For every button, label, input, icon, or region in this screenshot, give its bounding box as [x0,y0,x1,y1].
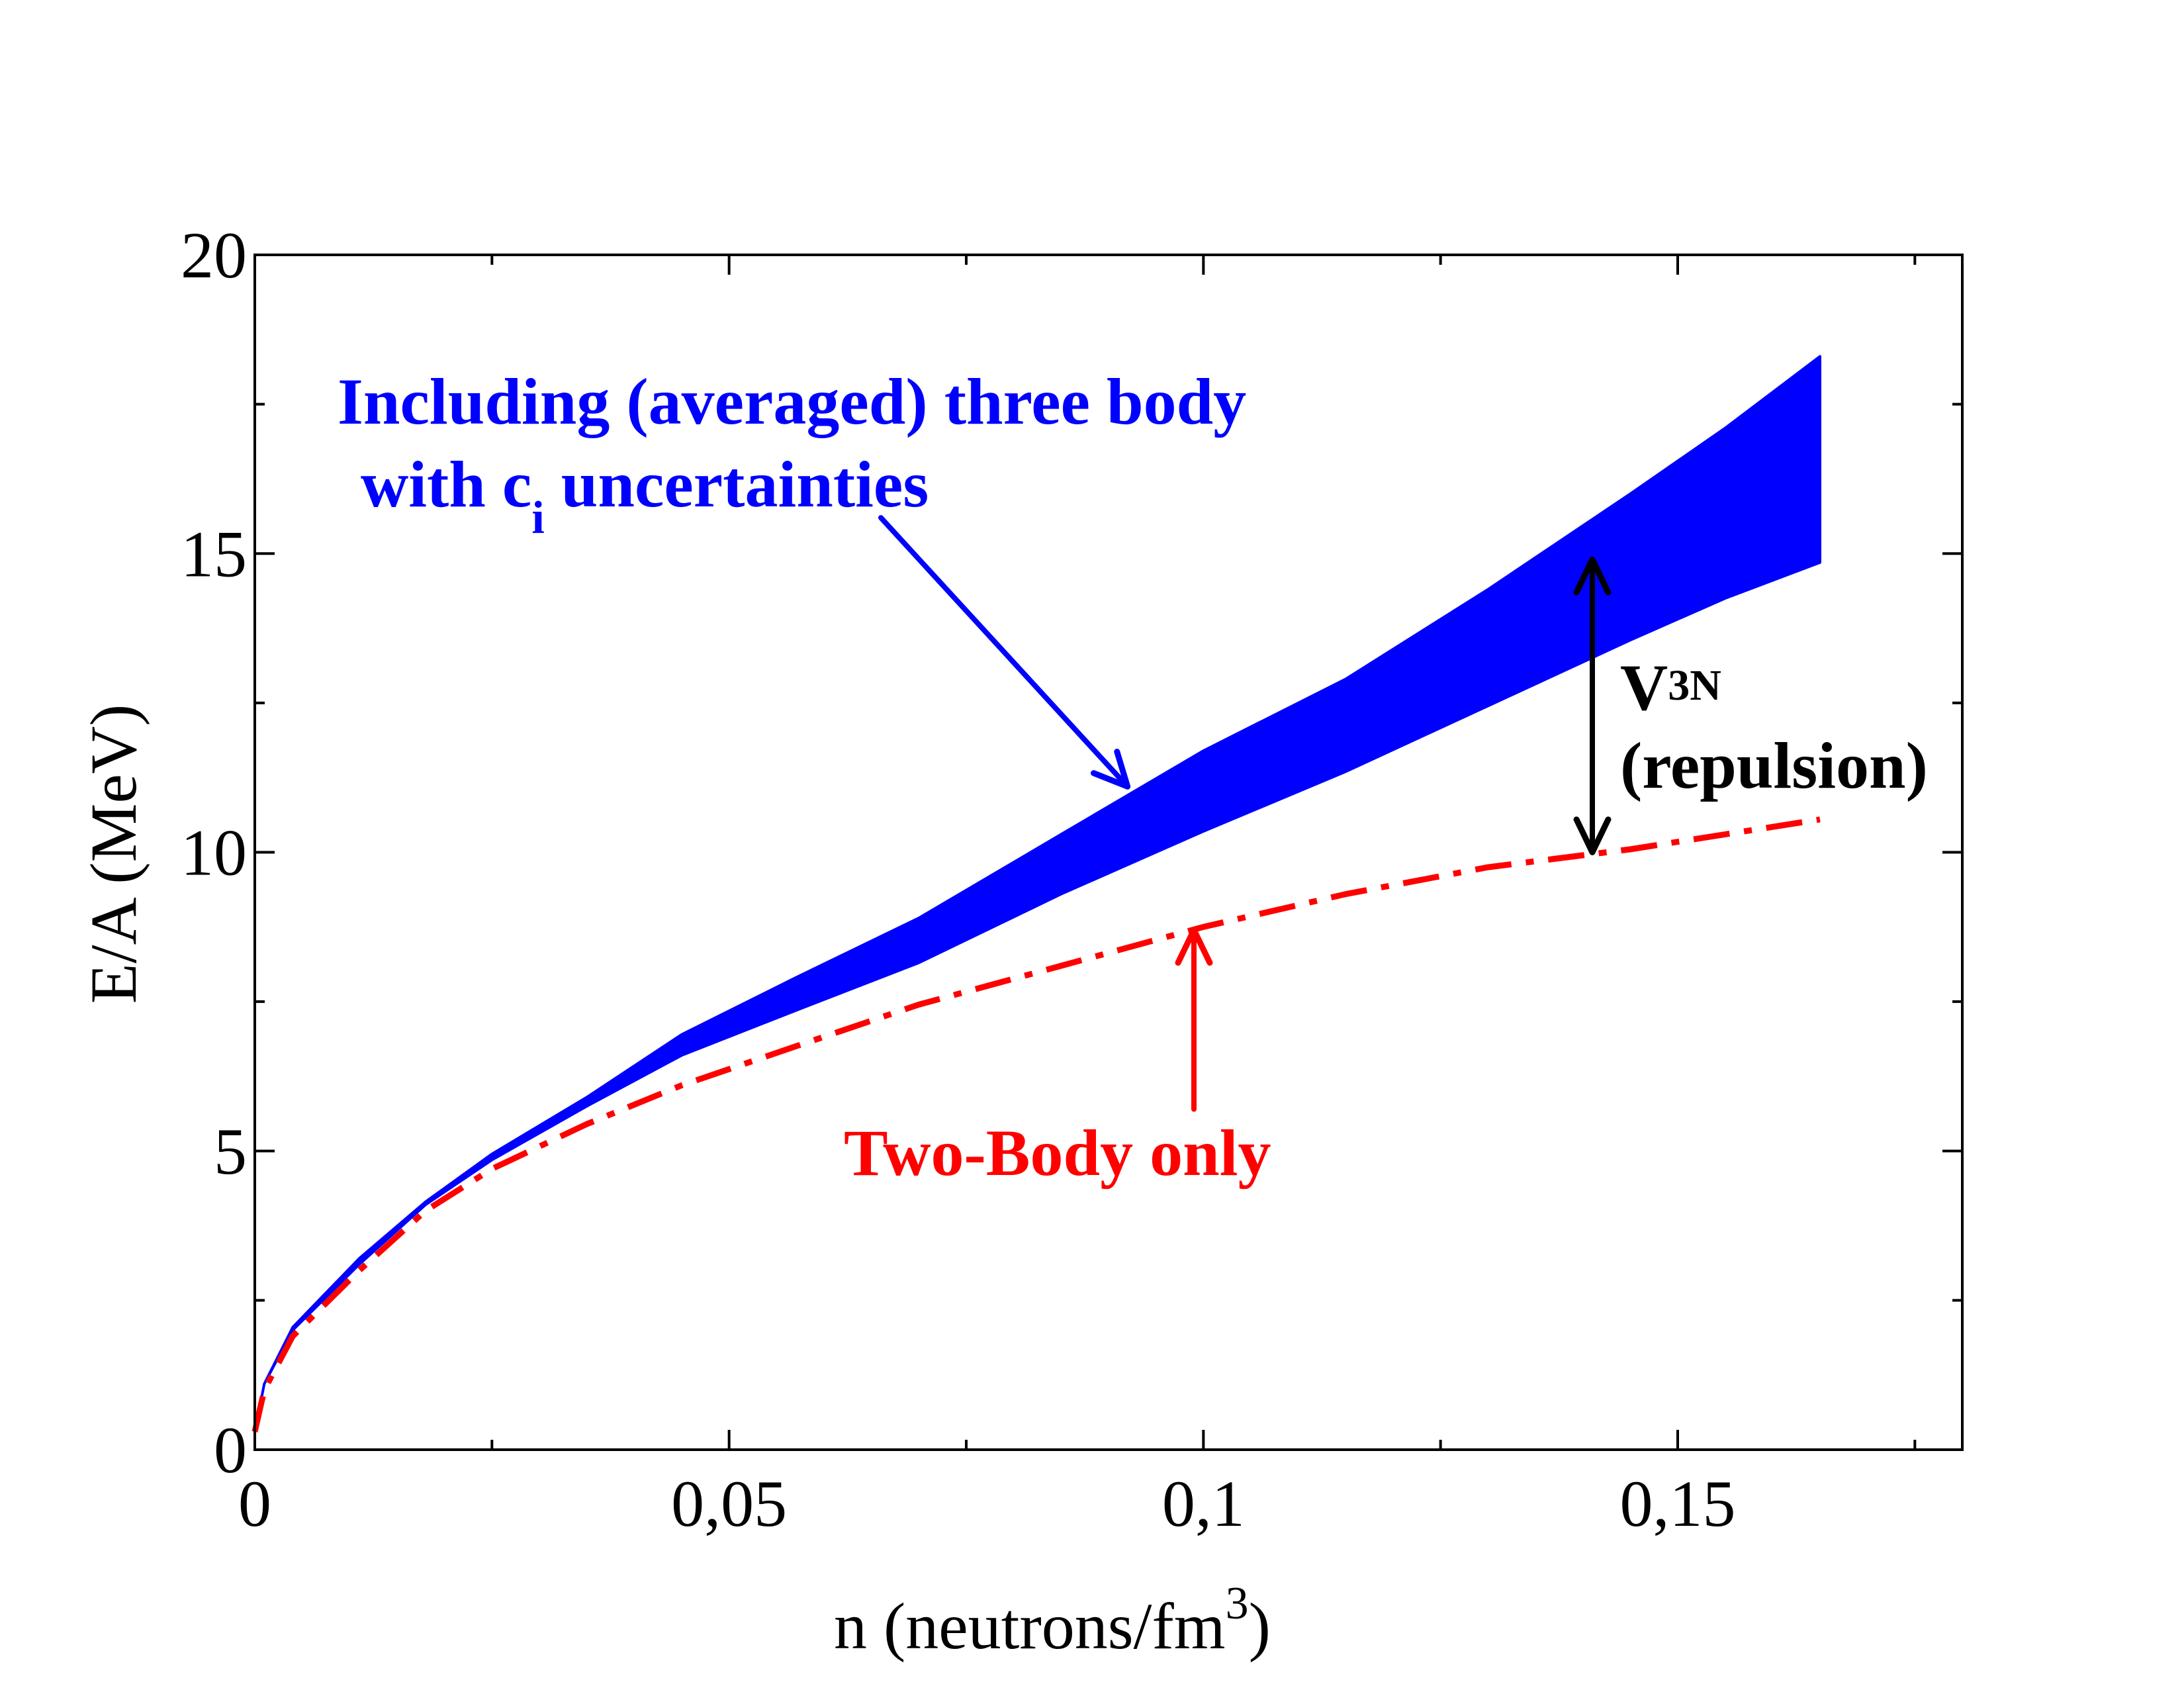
y-tick-label: 10 [181,816,247,890]
three-body-annotation-line1: Including (averaged) three body [338,365,1246,438]
x-axis-label-superscript: 3 [1226,1578,1249,1629]
v3n-annotation-subscript: 3N [1668,661,1721,710]
x-tick-label: 0,05 [671,1467,787,1540]
y-tick-label: 0 [214,1413,247,1487]
v3n-arrow-head [1573,816,1612,855]
y-tick-label: 20 [181,218,247,292]
plot-area [251,355,1821,1433]
three-body-band [253,355,1821,1433]
v3n-annotation: V3N [1620,651,1721,724]
three-body-annotation-line2: with ci uncertainties [361,447,929,543]
two-body-arrow-head [1175,927,1213,966]
x-tick-label: 0 [238,1467,271,1540]
y-axis-label: E/A (MeV) [77,704,150,1004]
plot-frame [253,254,1964,1451]
three-body-arrow-head [1091,749,1131,790]
x-tick-label: 0,15 [1620,1467,1736,1540]
x-tick-label: 0,1 [1162,1467,1245,1540]
three-body-annotation-subscript: i [531,492,544,543]
pointer-arrows [878,515,1612,1112]
y-tick-label: 5 [214,1115,247,1188]
two-body-annotation: Two-Body only [844,1116,1271,1190]
tick-labels: 0 0,05 0,1 0,15 0 5 10 15 20 [181,218,1736,1540]
y-tick-label: 15 [181,517,247,590]
v3n-arrow-head-top [1573,556,1612,596]
two-body-line [251,816,1821,1432]
x-axis-label: n (neutrons/fm3) [834,1578,1271,1663]
three-body-arrow [878,515,1130,790]
v3n-repulsion-annotation: (repulsion) [1620,729,1928,802]
